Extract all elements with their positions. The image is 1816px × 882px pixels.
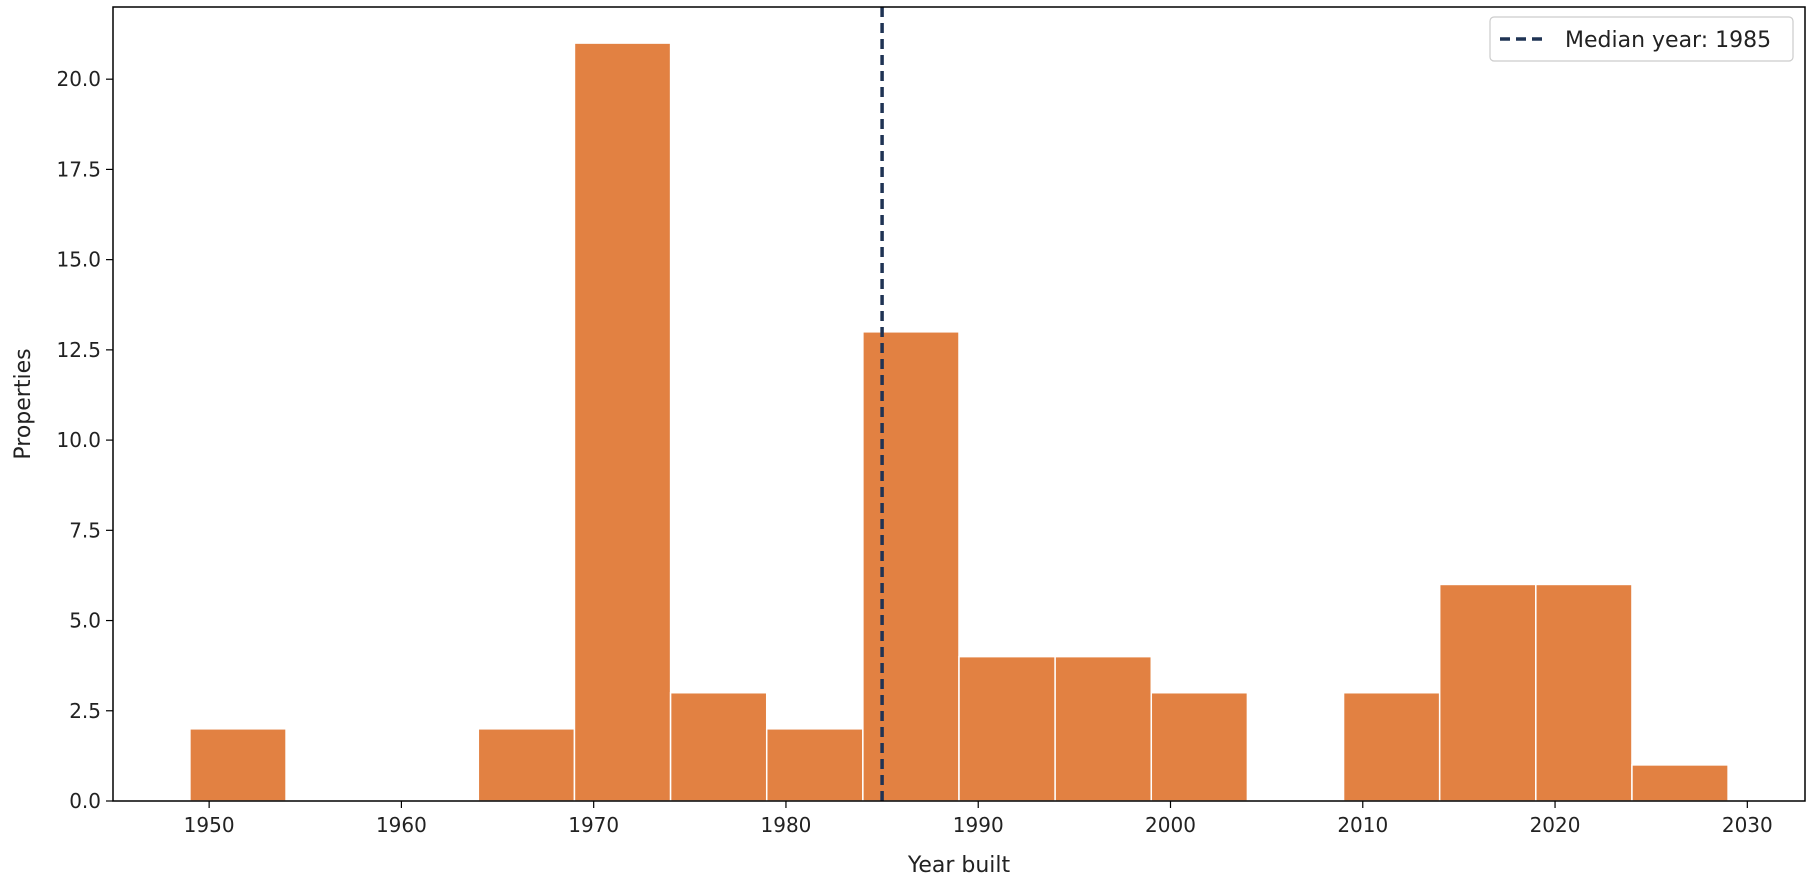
x-tick-label: 2020	[1530, 813, 1581, 837]
x-tick-label: 2000	[1145, 813, 1196, 837]
x-tick-label: 1980	[761, 813, 812, 837]
legend-median-label: Median year: 1985	[1565, 28, 1771, 53]
histogram-bar	[1150, 691, 1249, 802]
histogram-bar	[862, 331, 960, 802]
histogram-bar	[1438, 583, 1537, 802]
y-tick-label: 20.0	[56, 67, 101, 91]
x-tick-label: 1990	[953, 813, 1004, 837]
histogram-bar	[1342, 691, 1441, 802]
x-tick-label: 1950	[184, 813, 235, 837]
histogram-bar	[669, 691, 768, 802]
legend-box	[1489, 16, 1794, 62]
histogram-bar	[573, 42, 672, 802]
y-tick-label: 12.5	[56, 338, 101, 362]
x-tick-label: 1960	[376, 813, 427, 837]
x-tick-label: 2010	[1337, 813, 1388, 837]
histogram-bar	[1535, 583, 1633, 802]
histogram-bar	[477, 728, 576, 802]
y-tick-label: 15.0	[56, 248, 101, 272]
y-tick-label: 10.0	[56, 428, 101, 452]
plot-frame	[112, 6, 1806, 802]
histogram-bar	[1631, 764, 1729, 802]
y-axis-ticks: 0.0 2.5 5.0 7.5 10.0 12.5 15.0 17.5 20.0	[56, 67, 113, 813]
y-tick-label: 0.0	[69, 789, 101, 813]
y-tick-label: 5.0	[69, 609, 101, 633]
histogram-bar	[1054, 655, 1153, 802]
y-tick-label: 2.5	[69, 699, 101, 723]
y-tick-label: 17.5	[56, 157, 101, 181]
x-axis-ticks: 1950 1960 1970 1980 1990 2000 2010 2020 2030	[184, 801, 1773, 837]
histogram-bar	[189, 728, 287, 802]
y-tick-label: 7.5	[69, 518, 101, 542]
legend: Median year: 1985	[1489, 16, 1794, 62]
x-tick-label: 1970	[568, 813, 619, 837]
x-axis-label: Year built	[907, 853, 1011, 878]
histogram-bar	[765, 728, 864, 802]
histogram-bar	[958, 655, 1056, 802]
y-axis-label: Properties	[11, 348, 36, 459]
bars-group	[189, 42, 1729, 802]
x-tick-label: 2030	[1722, 813, 1773, 837]
